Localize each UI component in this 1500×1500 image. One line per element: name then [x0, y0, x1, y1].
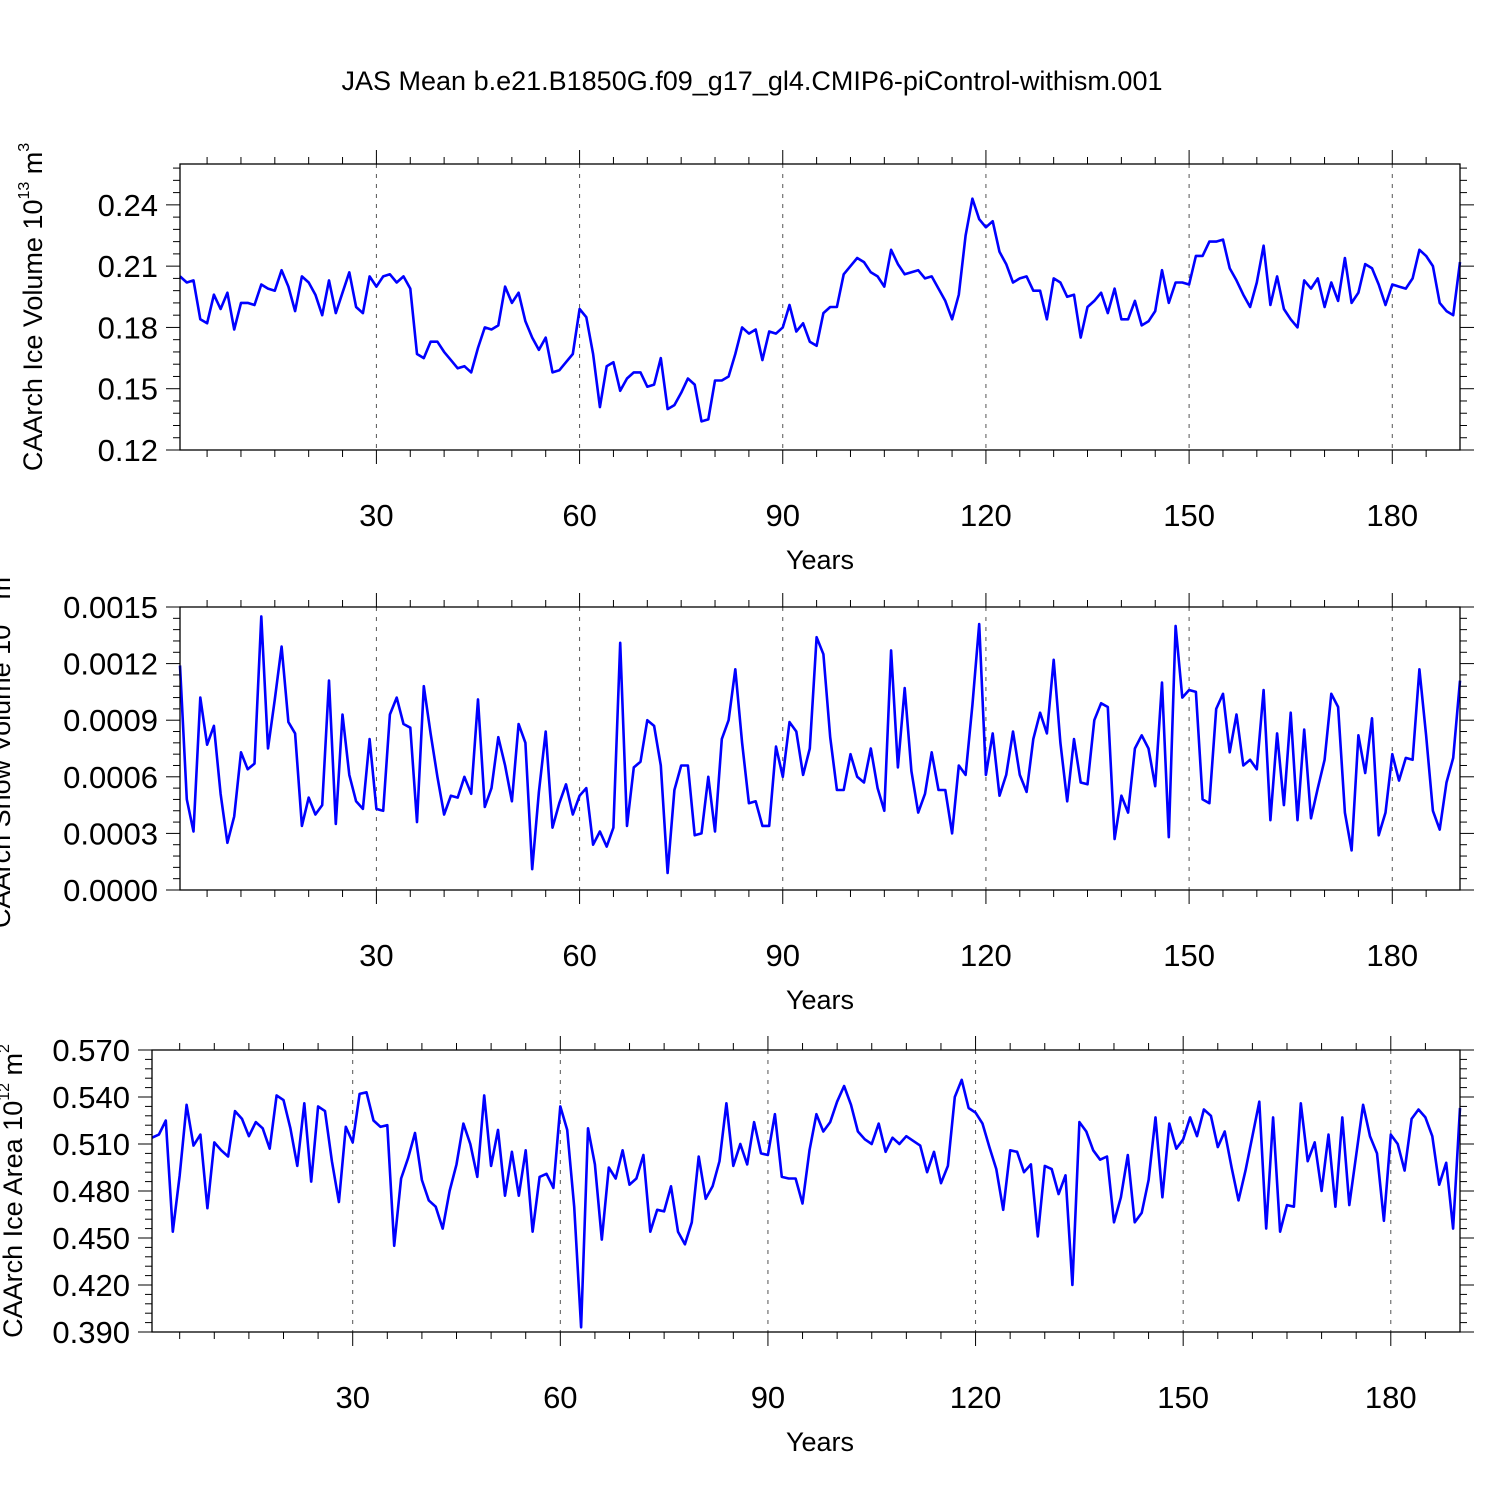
- x-axis-label: Years: [786, 985, 854, 1015]
- y-axis-label-text: CAArch Snow Volume 10: [0, 625, 16, 928]
- y-axis-label: CAArch Ice Volume 1013 m3: [16, 143, 48, 471]
- y-tick-label: 0.12: [98, 433, 158, 468]
- panel-2: 0.0000 0.0003 0.0006 0.0009 0.0012 0.0015 30 60…: [0, 568, 1474, 1015]
- y-axis-label-unit-exponent: 2: [0, 1044, 13, 1053]
- series-line: [178, 615, 1462, 875]
- x-axis-label: Years: [786, 1427, 854, 1457]
- x-tick-label: 180: [1366, 938, 1418, 973]
- y-axis-label-unit: m: [18, 152, 48, 182]
- y-tick-label: 0.15: [98, 372, 158, 407]
- x-tick-label: 90: [751, 1380, 785, 1415]
- y-tick-label: 0.0012: [63, 647, 158, 682]
- y-axis-label-unit: m: [0, 577, 16, 607]
- x-tick-label: 60: [562, 938, 596, 973]
- y-tick-label: 0.0009: [63, 703, 158, 738]
- y-axis-label: CAArch Ice Area 1012 m2: [0, 1044, 28, 1338]
- y-axis-label: CAArch Snow Volume 1013 m3: [0, 568, 16, 928]
- x-tick-label: 150: [1163, 938, 1215, 973]
- y-axis-label-unit: m: [0, 1053, 28, 1083]
- x-tick-label: 120: [960, 498, 1012, 533]
- y-axis-label-exponent: 12: [0, 1083, 13, 1101]
- series-line: [179, 197, 1462, 423]
- y-axis-label-exponent: 13: [16, 182, 33, 200]
- x-tick-label: 180: [1366, 498, 1418, 533]
- y-axis-label-text: CAArch Ice Volume 10: [18, 200, 48, 472]
- y-tick-label: 0.21: [98, 249, 158, 284]
- x-tick-label: 120: [950, 1380, 1002, 1415]
- y-tick-label: 0.0015: [63, 590, 158, 625]
- y-tick-label: 0.0003: [63, 816, 158, 851]
- plot-frame: [179, 163, 1461, 451]
- y-tick-label: 0.480: [52, 1174, 130, 1209]
- y-tick-label: 0.390: [52, 1315, 130, 1350]
- plot-frame: [151, 1049, 1461, 1333]
- x-tick-label: 90: [766, 498, 800, 533]
- x-tick-label: 180: [1365, 1380, 1417, 1415]
- x-tick-label: 30: [335, 1380, 369, 1415]
- panel-3: 0.390 0.420 0.450 0.480 0.510 0.540 0.570 30 60 9…: [0, 1033, 1474, 1457]
- x-axis-label: Years: [786, 545, 854, 575]
- x-tick-label: 60: [543, 1380, 577, 1415]
- y-tick-label: 0.450: [52, 1221, 130, 1256]
- x-tick-label: 60: [562, 498, 596, 533]
- panel-1: 0.12 0.15 0.18 0.21 0.24 30 60 90 120 150 180 Years…: [16, 143, 1474, 575]
- y-axis-label-unit-exponent: 3: [0, 568, 1, 577]
- y-axis-label-unit-exponent: 3: [16, 143, 33, 152]
- x-tick-label: 30: [359, 498, 393, 533]
- y-tick-label: 0.570: [52, 1033, 130, 1068]
- x-tick-label: 120: [960, 938, 1012, 973]
- chart-panels: 0.12 0.15 0.18 0.21 0.24 30 60 90 120 150 180 Years…: [0, 143, 1474, 1457]
- x-tick-label: 150: [1163, 498, 1215, 533]
- plot-frame: [179, 606, 1461, 891]
- y-tick-label: 0.24: [98, 188, 158, 223]
- y-tick-label: 0.420: [52, 1268, 130, 1303]
- y-axis-label-text: CAArch Ice Area 10: [0, 1101, 28, 1338]
- y-tick-label: 0.510: [52, 1127, 130, 1162]
- x-tick-label: 150: [1157, 1380, 1209, 1415]
- x-tick-label: 30: [359, 938, 393, 973]
- series-line: [151, 1078, 1462, 1329]
- x-tick-label: 90: [766, 938, 800, 973]
- chart-title: JAS Mean b.e21.B1850G.f09_g17_gl4.CMIP6-…: [342, 66, 1163, 96]
- y-axis-label-exponent: 13: [0, 607, 1, 625]
- y-tick-label: 0.0006: [63, 760, 158, 795]
- y-tick-label: 0.0000: [63, 873, 158, 908]
- y-tick-label: 0.540: [52, 1080, 130, 1115]
- y-tick-label: 0.18: [98, 310, 158, 345]
